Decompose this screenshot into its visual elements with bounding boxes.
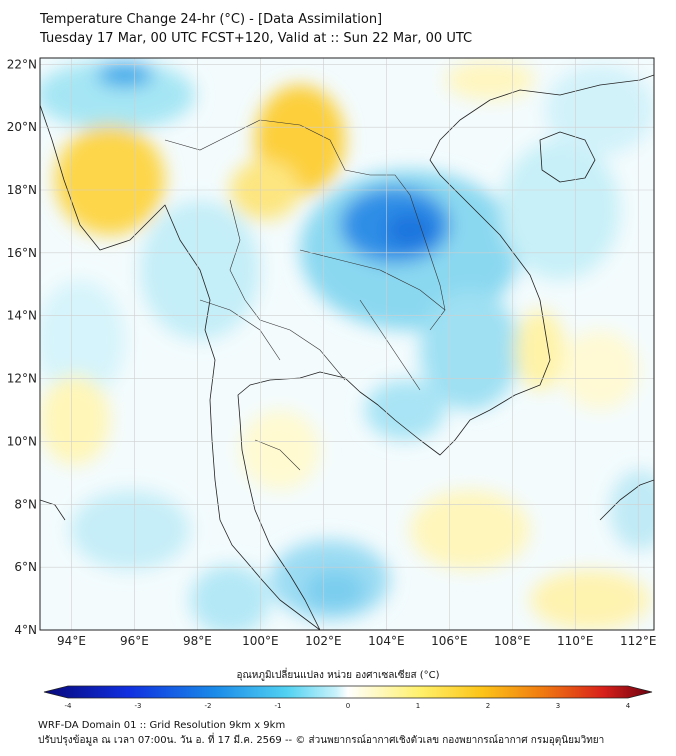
footer-line-1: WRF-DA Domain 01 :: Grid Resolution 9km …	[38, 720, 286, 731]
x-tick-label: 98°E	[183, 634, 212, 648]
x-tick-label: 96°E	[120, 634, 149, 648]
colorbar-tick-label: -2	[205, 702, 212, 710]
colorbar-ticks: -4 -3 -2 -1 0 1 2 3 4	[65, 702, 631, 710]
x-tick-label: 106°E	[431, 634, 468, 648]
colorbar-tick-label: 1	[416, 702, 420, 710]
chart-title: Temperature Change 24-hr (°C) - [Data As…	[40, 10, 472, 48]
colorbar-title: อุณหภูมิเปลี่ยนแปลง หน่วย องศาเซลเซียส (…	[236, 670, 440, 681]
title-line-1: Temperature Change 24-hr (°C) - [Data As…	[40, 12, 383, 27]
colorbar-tick-label: 4	[626, 702, 631, 710]
colorbar-tick-label: 3	[556, 702, 560, 710]
colorbar-tick-label: -4	[65, 702, 73, 710]
y-tick-label: 6°N	[14, 560, 37, 574]
x-tick-label: 100°E	[242, 634, 279, 648]
colorbar-tick-label: 0	[346, 702, 350, 710]
y-tick-label: 14°N	[7, 309, 37, 323]
y-tick-label: 16°N	[7, 246, 37, 260]
title-line-2: Tuesday 17 Mar, 00 UTC FCST+120, Valid a…	[40, 31, 473, 46]
x-tick-label: 102°E	[305, 634, 342, 648]
map-frame	[39, 57, 655, 631]
footer-line-2: ปรับปรุงข้อมูล ณ เวลา 07:00น. วัน อ. ที่…	[38, 735, 605, 746]
footer: WRF-DA Domain 01 :: Grid Resolution 9km …	[38, 718, 604, 748]
x-tick-label: 112°E	[620, 634, 657, 648]
coastlines	[40, 74, 654, 630]
temperature-field	[40, 58, 654, 630]
colorbar-tick-label: -1	[275, 702, 282, 710]
y-tick-label: 20°N	[7, 120, 37, 134]
x-tick-label: 94°E	[57, 634, 86, 648]
y-tick-label: 4°N	[14, 623, 37, 637]
x-tick-label: 108°E	[494, 634, 531, 648]
map-area: 94°E 96°E 98°E 100°E 102°E 104°E 106°E 108°E 110…	[7, 57, 657, 648]
temperature-change-map: 94°E 96°E 98°E 100°E 102°E 104°E 106°E 108°E 110…	[7, 57, 657, 648]
y-tick-label: 12°N	[7, 372, 37, 386]
x-axis-ticks: 94°E 96°E 98°E 100°E 102°E 104°E 106°E 108°E 110…	[57, 634, 656, 648]
x-tick-label: 110°E	[557, 634, 594, 648]
colorbar-tick-label: 2	[486, 702, 490, 710]
y-tick-label: 18°N	[7, 183, 37, 197]
colorbar-bar	[43, 685, 653, 699]
colorbar-tick-label: -3	[135, 702, 142, 710]
y-tick-label: 8°N	[14, 497, 37, 511]
x-tick-label: 104°E	[368, 634, 405, 648]
y-tick-label: 10°N	[7, 434, 37, 448]
y-axis-ticks: 22°N 20°N 18°N 16°N 14°N 12°N 10°N 8°N 6°N 4°N	[7, 57, 37, 637]
colorbar: -4 -3 -2 -1 0 1 2 3 4	[43, 685, 653, 710]
y-tick-label: 22°N	[7, 57, 37, 71]
admin-borders	[164, 119, 446, 471]
